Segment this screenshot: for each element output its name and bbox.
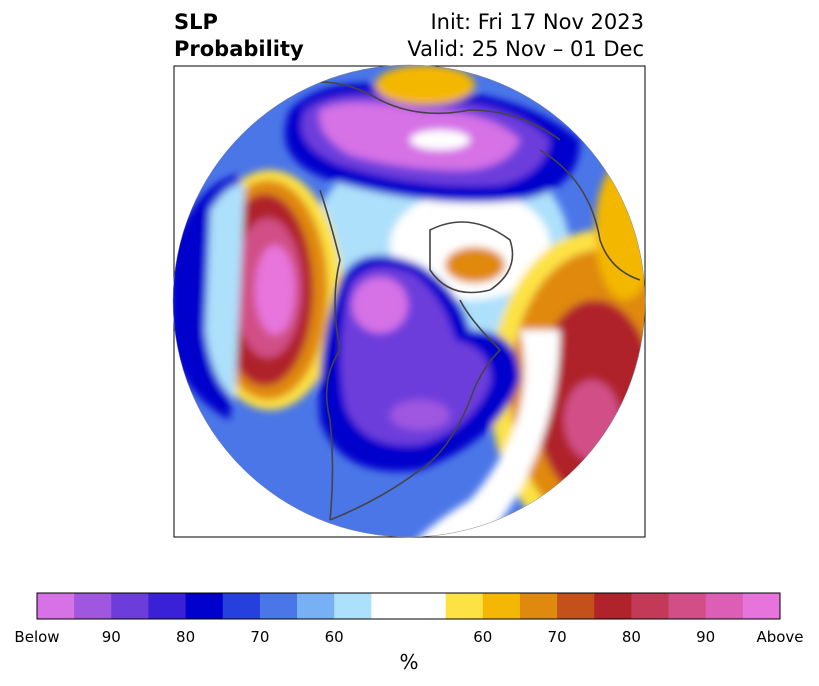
valid-period: Valid: 25 Nov – 01 Dec: [407, 37, 644, 61]
colorbar-above-swatch: [705, 593, 744, 619]
colorbar-tick-label: 80: [176, 628, 196, 646]
colorbar-tick-label: 70: [250, 628, 270, 646]
title-left: SLP Probability: [174, 9, 304, 63]
greenland-coast: [429, 221, 514, 294]
colorbar-above-swatch: [557, 593, 595, 619]
europe-coast: [539, 149, 641, 281]
north-white-spot: [410, 130, 470, 150]
colorbar-frame: [36, 592, 781, 620]
colorbar-below-swatch: [259, 593, 298, 619]
colorbar-tick-label: 80: [621, 628, 641, 646]
colorbar-above-swatch: [594, 593, 632, 619]
east-coast: [329, 299, 502, 521]
colorbar-below-swatch: [111, 593, 149, 619]
cold-central-core: [352, 277, 408, 333]
probability-field: [173, 65, 645, 537]
colorbar-tick-label: 60: [473, 628, 493, 646]
colorbar-above-swatch: [482, 593, 521, 619]
colorbar-above-swatch: [519, 593, 558, 619]
colorbar-below-swatch: [148, 593, 187, 619]
title-variable: SLP: [174, 10, 218, 34]
colorbar-neutral-swatch: [371, 593, 447, 619]
colorbar-above-swatch: [668, 593, 707, 619]
cold-south-core: [390, 400, 450, 430]
title-right: Init: Fri 17 Nov 2023 Valid: 25 Nov – 01…: [407, 9, 644, 63]
arctic-coast: [279, 81, 561, 141]
colorbar-below-swatch: [222, 593, 261, 619]
colorbar-above-swatch: [631, 593, 670, 619]
colorbar-below-swatch: [334, 593, 372, 619]
colorbar-unit: %: [399, 650, 419, 674]
colorbar-swatches: [37, 593, 781, 619]
colorbar-tick-label: Below: [14, 628, 60, 646]
colorbar-tick-label: 90: [696, 628, 716, 646]
coastlines: [279, 81, 641, 521]
colorbar-tick-label: Above: [756, 628, 804, 646]
west-coast: [319, 189, 341, 521]
colorbar-tick-label: 70: [547, 628, 567, 646]
warm-west-peak: [255, 245, 295, 335]
colorbar-above-swatch: [445, 593, 484, 619]
colorbar-tick-label: 90: [101, 628, 121, 646]
title-product: Probability: [174, 37, 304, 61]
colorbar-tick-label: 60: [324, 628, 344, 646]
colorbar-above-swatch: [742, 593, 781, 619]
white-gap: [400, 330, 560, 537]
light-west-band: [205, 184, 245, 400]
globe-outline: [172, 64, 646, 538]
colorbar-below-swatch: [37, 593, 75, 619]
colorbar-below-swatch: [297, 593, 335, 619]
colorbar-below-swatch: [185, 593, 224, 619]
warm-greenland-patch: [445, 247, 505, 283]
init-time: Init: Fri 17 Nov 2023: [430, 10, 644, 34]
colorbar-below-swatch: [74, 593, 112, 619]
warm-north-patch: [375, 65, 475, 105]
